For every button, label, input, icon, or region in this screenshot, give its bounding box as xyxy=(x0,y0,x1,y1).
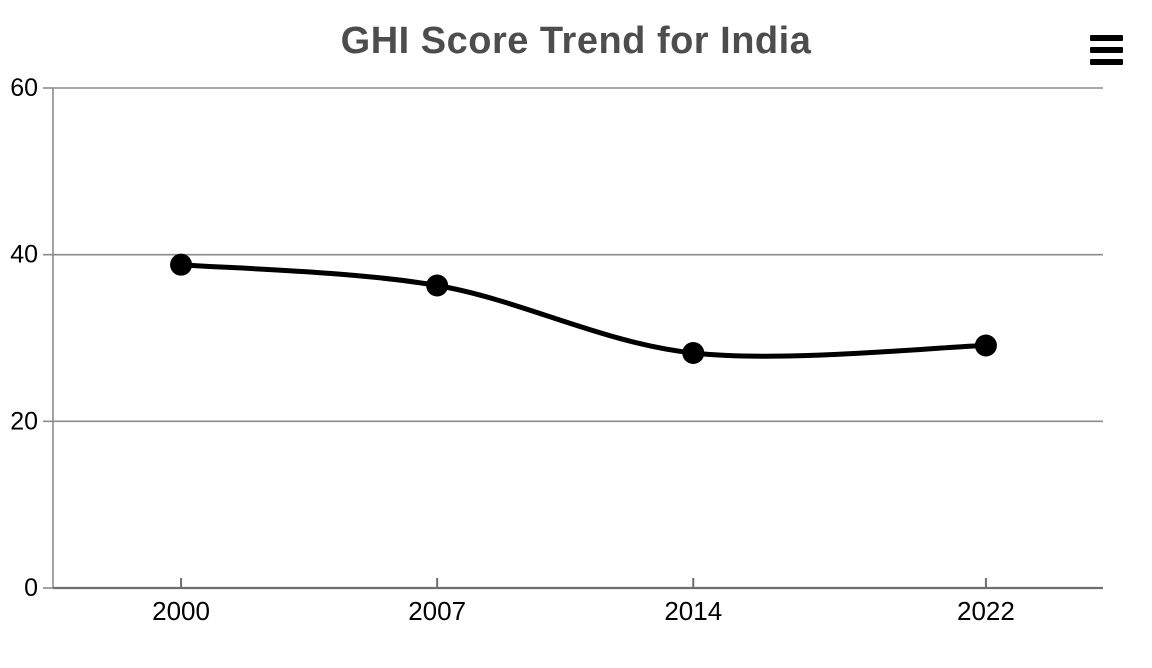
x-axis-label: 2022 xyxy=(957,596,1015,626)
menu-bar xyxy=(1090,35,1123,41)
x-axis-label: 2000 xyxy=(152,596,210,626)
series-line xyxy=(178,262,989,359)
x-axis-label: 2014 xyxy=(664,596,722,626)
data-point-2022[interactable] xyxy=(974,334,997,357)
chart-title: GHI Score Trend for India xyxy=(340,20,812,62)
x-axis-label: 2007 xyxy=(408,596,466,626)
y-axis-label: 0 xyxy=(24,574,38,602)
data-point-2014[interactable] xyxy=(682,342,705,364)
y-axis-label: 40 xyxy=(10,241,38,269)
menu-bar xyxy=(1090,59,1123,65)
hamburger-menu-icon[interactable] xyxy=(1090,35,1123,65)
data-point-2000[interactable] xyxy=(170,253,193,276)
menu-bar xyxy=(1090,47,1123,53)
data-point-2007[interactable] xyxy=(426,274,449,297)
y-axis-label: 60 xyxy=(10,74,38,102)
y-axis-label: 20 xyxy=(10,407,38,435)
